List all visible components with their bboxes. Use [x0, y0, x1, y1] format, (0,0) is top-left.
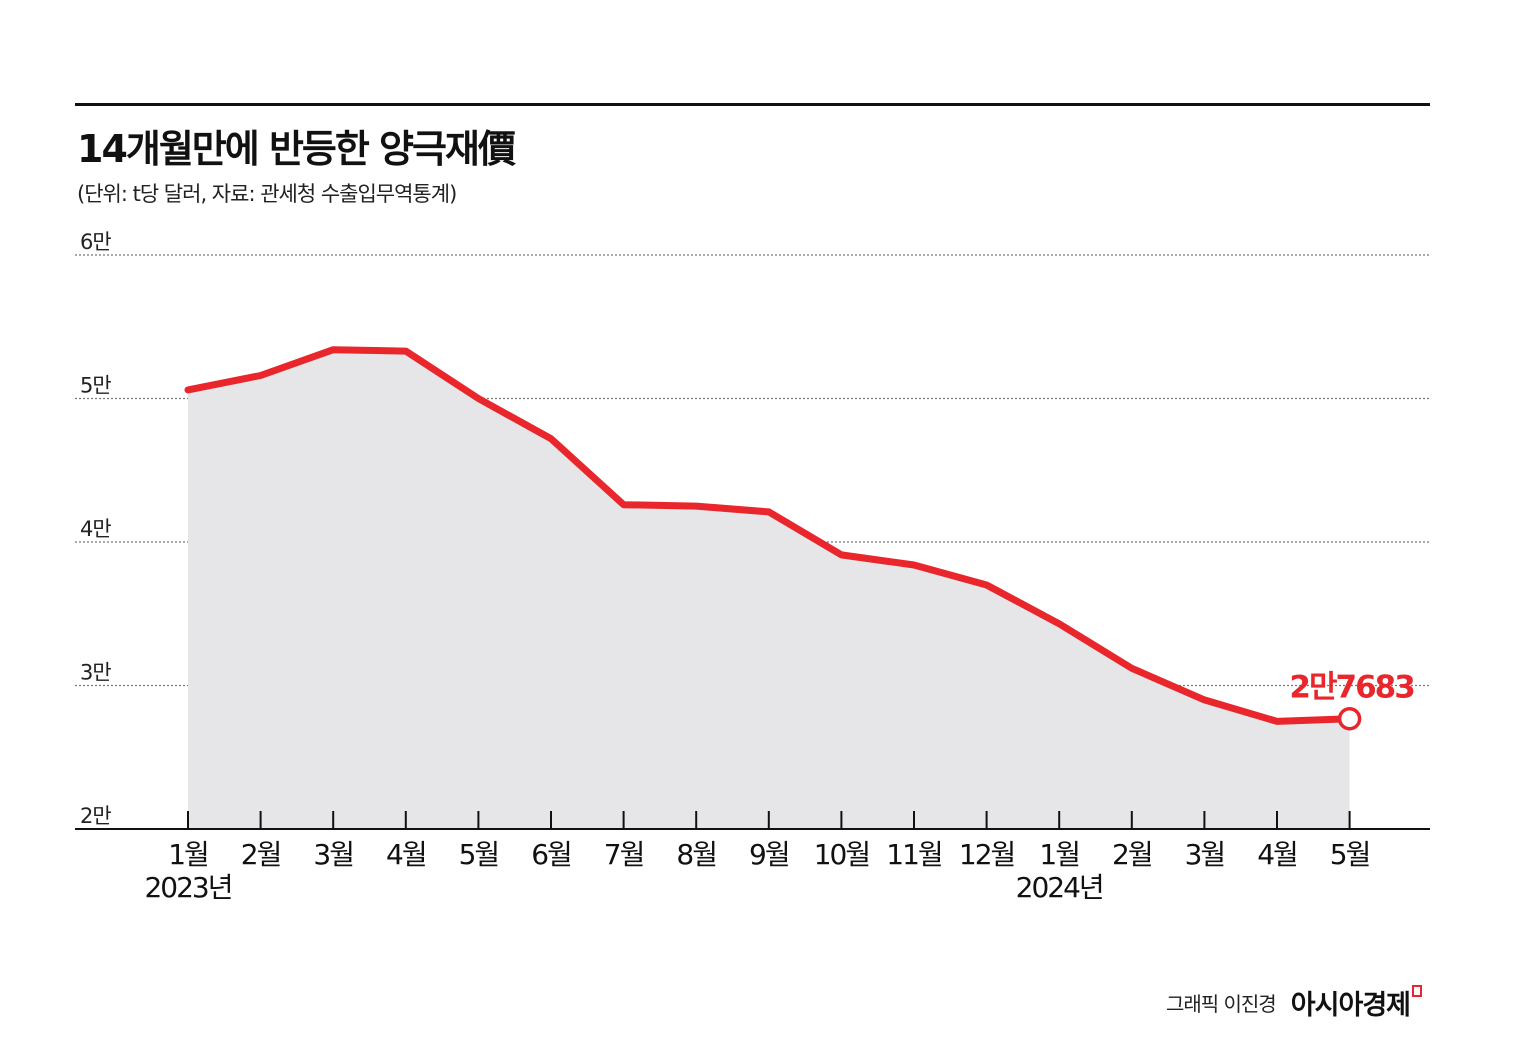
- x-tick-label: 3월: [1185, 838, 1225, 871]
- y-tick-label: 5만: [80, 374, 111, 398]
- year-label: 2023년: [144, 871, 231, 904]
- x-tick-label: 2월: [241, 838, 281, 871]
- brand-logo: 아시아경제: [1290, 990, 1411, 1021]
- x-tick-label: 3월: [313, 838, 353, 871]
- line-layer: [184, 346, 1362, 731]
- end-value-label: 2만7683: [1289, 670, 1414, 706]
- x-tick-label: 11월: [886, 838, 941, 871]
- end-point-marker: [1337, 706, 1362, 731]
- year-label: 2024년: [1016, 871, 1103, 904]
- y-tick-label: 3만: [80, 661, 111, 685]
- footer: 그래픽 이진경 아시아경제: [1165, 983, 1422, 1022]
- x-tick-label: 2월: [1112, 838, 1152, 871]
- series-line: [184, 346, 1354, 725]
- x-tick-label: 1월: [168, 838, 208, 871]
- brand-mark-icon: [1412, 985, 1422, 997]
- label-layer: 2만7683: [1289, 670, 1416, 706]
- x-tick-label: 10월: [814, 838, 869, 871]
- area-layer: [188, 349, 1350, 829]
- x-tick-label: 12월: [959, 838, 1014, 871]
- x-tick-label: 7월: [604, 838, 644, 871]
- x-tick-label: 9월: [749, 838, 789, 871]
- y-tick-label: 6만: [80, 230, 111, 254]
- y-tick-label: 4만: [80, 517, 111, 541]
- x-tick-label: 5월: [459, 838, 499, 871]
- x-tick-label: 8월: [676, 838, 716, 871]
- x-tick-label: 5월: [1330, 838, 1370, 871]
- top-rule: [75, 103, 1430, 106]
- x-tick-label: 6월: [531, 838, 571, 871]
- y-tick-label: 2만: [80, 804, 111, 828]
- chart-title: 14개월만에 반등한 양극재價: [77, 127, 516, 171]
- graphic-credit: 그래픽 이진경: [1165, 992, 1277, 1016]
- x-tick-label: 4월: [1257, 838, 1297, 871]
- axis-layer: 1월 2월 3월 4월 5월 6월 7월 8월 9월 10월 11월 12월 1월 2월 3월 4월 5월 202…: [75, 811, 1430, 904]
- area-fill: [188, 349, 1350, 829]
- x-tick-label: 4월: [386, 838, 426, 871]
- x-tick-label: 1월: [1039, 838, 1079, 871]
- chart-subtitle: (단위: t당 달러, 자료: 관세청 수출입무역통계): [77, 182, 457, 206]
